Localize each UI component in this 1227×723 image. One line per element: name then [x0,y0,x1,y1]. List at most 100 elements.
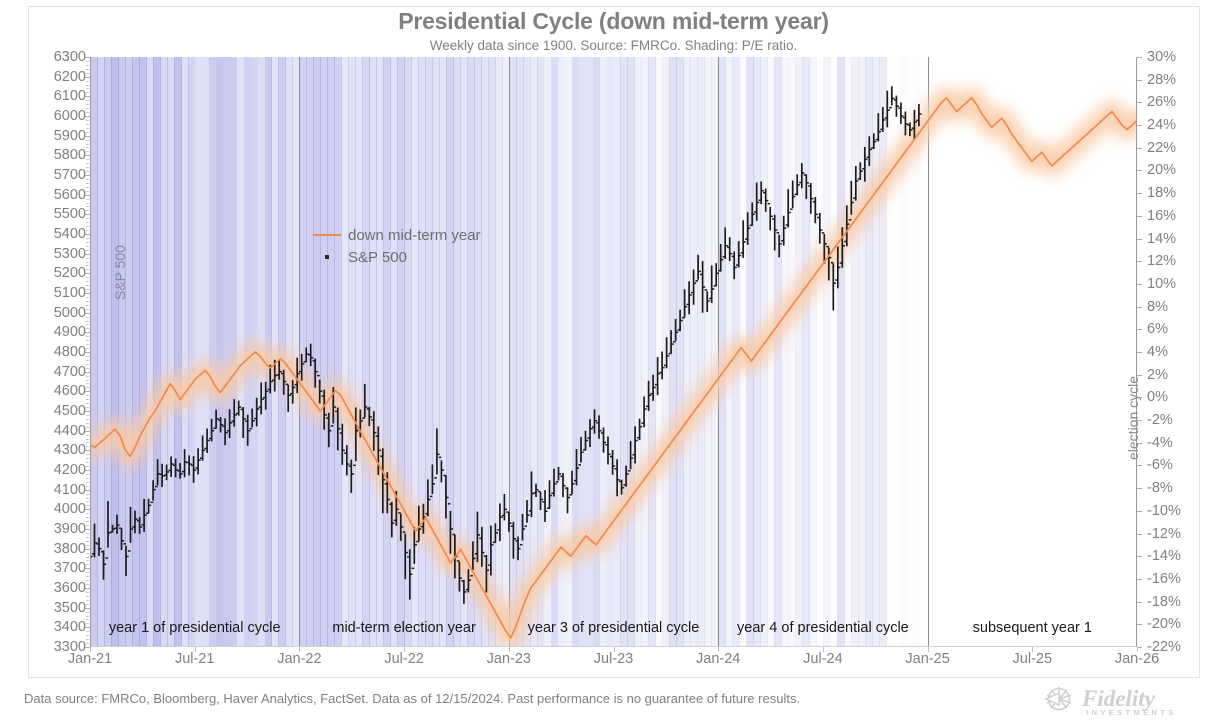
pe-shade-stripe [794,57,803,647]
y-axis-left-minor-tick [86,525,89,527]
y-axis-left-minor-tick [86,316,89,318]
y-axis-left-minor-tick [86,269,89,271]
pe-shade-stripe [781,57,789,647]
pe-shade-stripe [690,57,699,647]
pe-shade-stripe [857,57,866,647]
cycle-band-label: year 4 of presidential cycle [737,620,909,636]
legend-dot-icon [312,255,342,259]
y-axis-right-tick [1137,57,1142,58]
y-axis-left-minor-tick [86,466,89,468]
y-axis-left-minor-tick [86,643,89,645]
cycle-divider [299,57,301,647]
pe-shade-stripe [529,57,538,647]
x-axis-label: Jan-23 [486,651,531,667]
pe-shade-stripe [334,57,343,647]
pe-shade-stripe [634,57,643,647]
starburst-icon [1044,687,1072,711]
pe-shade-stripe [515,57,524,647]
pe-shade-stripe [613,57,622,647]
y-axis-left-minor-tick [86,190,89,192]
legend-line-icon [312,234,342,236]
pe-shade-stripe [452,57,461,647]
y-axis-right-tick [1137,147,1142,149]
pe-shade-stripe [397,57,405,647]
cycle-divider [718,57,720,647]
pe-shade-stripe [501,57,510,647]
y-axis-left-tick [85,588,90,589]
series-layer [90,86,1137,647]
cycle-band-label: year 1 of presidential cycle [108,620,281,636]
pe-shade-stripe [362,57,370,647]
y-axis-left-minor-tick [86,505,89,507]
y-axis-left-label: 3700 [53,560,86,577]
y-axis-right-label: -2% [1147,412,1173,429]
pe-shade-stripe [313,57,322,647]
y-axis-left-minor-tick [86,147,89,149]
y-axis-left-label: 5700 [53,167,86,183]
y-axis-left-minor-tick [86,226,89,228]
y-axis-left-minor-tick [86,403,89,405]
y-axis-left-minor-tick [86,603,89,605]
pe-shade-stripe [557,57,566,647]
pe-shade-stripe [508,57,517,647]
y-axis-left-minor-tick [86,395,89,397]
y-axis-left-minor-tick [86,426,89,428]
y-axis-right-label: 10% [1147,275,1177,292]
y-axis-left-minor-tick [86,336,89,338]
y-axis-left-tick [85,175,90,176]
y-axis-left-label: 4800 [53,344,86,360]
pe-shade-stripe [208,57,217,647]
y-axis-left-minor-tick [86,599,89,601]
legend-item-sp500[interactable]: S&P 500 [312,246,481,268]
y-axis-right-label: 6% [1147,321,1168,338]
y-axis-left-minor-tick [86,265,89,267]
cycle-divider [927,57,929,647]
trendline-path [90,96,1137,639]
y-axis-left-minor-tick [86,119,89,121]
y-axis-left-minor-tick [86,399,89,401]
fidelity-logo: Fidelity INVESTMENTS [1038,684,1206,718]
pe-shade-stripe [648,57,657,647]
y-axis-left-minor-tick [86,615,89,617]
pe-shade-stripe [850,57,859,647]
legend-label: down mid-term year [348,226,481,244]
y-axis-left-minor-tick [86,92,89,94]
y-axis-right-label: 14% [1147,230,1177,247]
pe-shade-stripe [152,57,161,647]
y-axis-right-tick [1137,510,1142,512]
pe-shade-stripe [341,57,350,647]
y-axis-right-label: 16% [1147,207,1177,224]
y-axis-left-minor-tick [86,536,89,538]
pe-shade-stripe [369,57,377,647]
x-axis-label: Jan-26 [1114,651,1160,667]
pe-shade-stripe [390,57,398,647]
y-axis-left-minor-tick [86,532,89,534]
y-axis-right-label: 26% [1147,94,1177,111]
y-axis-left-label: 5000 [53,304,86,321]
x-axis-tick [822,647,824,652]
pe-shade-stripe [494,57,503,647]
y-axis-left-minor-tick [86,320,89,322]
y-axis-left-minor-tick [86,631,89,633]
y-axis-left-minor-tick [86,580,89,582]
legend-item-down-midterm-year[interactable]: down mid-term year [312,224,481,246]
y-axis-left-minor-tick [86,222,89,224]
y-axis-left-minor-tick [86,544,89,546]
pe-shade-stripe [215,57,224,647]
y-axis-right-tick [1137,352,1142,353]
y-axis-left-label: 3400 [53,619,86,636]
y-axis-left-minor-tick [86,210,89,212]
y-axis-left-tick [85,430,90,432]
axis-caption-sp500: S&P 500 [112,244,128,300]
sp500-ohlc-bars [90,86,922,604]
y-axis-left-minor-tick [86,261,89,263]
y-axis-left-label: 4100 [53,481,86,498]
y-axis-right-label: 20% [1147,162,1177,179]
y-axis-left-label: 4200 [53,462,86,478]
pe-shade-stripe [718,57,726,647]
pe-shade-stripe [704,57,712,647]
y-axis-right-label: 4% [1147,344,1168,360]
pe-shade-stripe [788,57,796,647]
y-axis-left-minor-tick [86,340,89,342]
y-axis-left-minor-tick [86,80,89,82]
